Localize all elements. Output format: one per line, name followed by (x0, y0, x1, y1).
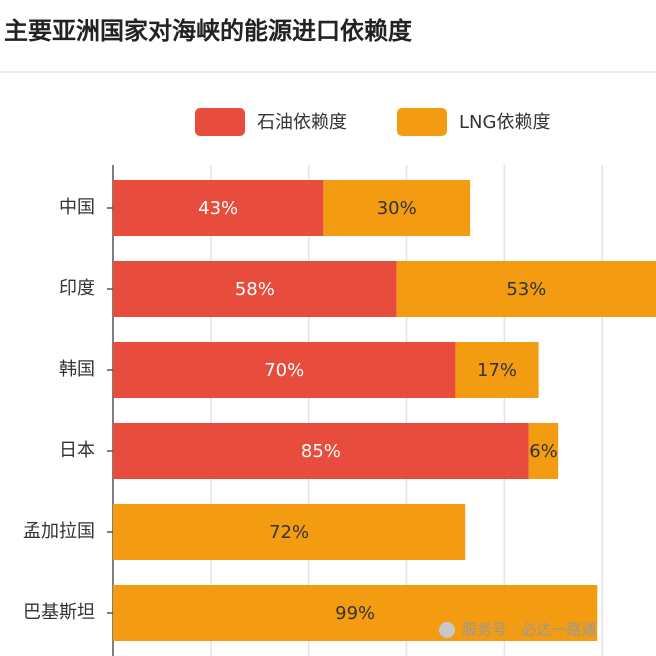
y-tick-label: 日本 (59, 440, 95, 461)
data-label: 72% (269, 522, 309, 543)
bar (455, 342, 539, 398)
data-label: 58% (235, 279, 275, 300)
data-label: 6% (529, 441, 558, 462)
bars: 中国 43% 30% 印度 58% 53% 韩国 70% 17% 日本 85% 6% 孟加拉国 72% 巴基… (23, 180, 656, 641)
y-tick-label: 孟加拉国 (23, 521, 95, 542)
watermark-icon (439, 622, 455, 638)
legend: 石油依赖度 LNG依赖度 (195, 108, 550, 136)
legend-label: LNG依赖度 (459, 112, 550, 133)
bar (113, 585, 598, 641)
y-tick-label: 中国 (59, 197, 95, 218)
legend-label: 石油依赖度 (257, 112, 347, 133)
bar (528, 423, 559, 479)
bar (323, 180, 471, 236)
bar (396, 261, 656, 317)
data-label: 30% (377, 198, 417, 219)
data-label: 85% (301, 441, 341, 462)
y-tick-label: 巴基斯坦 (23, 602, 95, 623)
data-label: 99% (335, 603, 375, 624)
data-label: 43% (198, 198, 238, 219)
bar (113, 423, 529, 479)
y-tick-label: 韩国 (59, 359, 95, 380)
data-label: 70% (264, 360, 304, 381)
data-label: 53% (506, 279, 546, 300)
grid (112, 165, 603, 656)
legend-swatch (195, 108, 245, 136)
chart-title: 主要亚洲国家对海峡的能源进口依赖度 (4, 17, 413, 45)
y-tick-label: 印度 (59, 278, 95, 299)
bar (113, 342, 456, 398)
bar (113, 180, 324, 236)
bar (113, 504, 466, 560)
data-label: 17% (477, 360, 517, 381)
bar (113, 261, 397, 317)
legend-swatch (397, 108, 447, 136)
watermark: 服务号 · 必达一路通 (462, 621, 596, 639)
